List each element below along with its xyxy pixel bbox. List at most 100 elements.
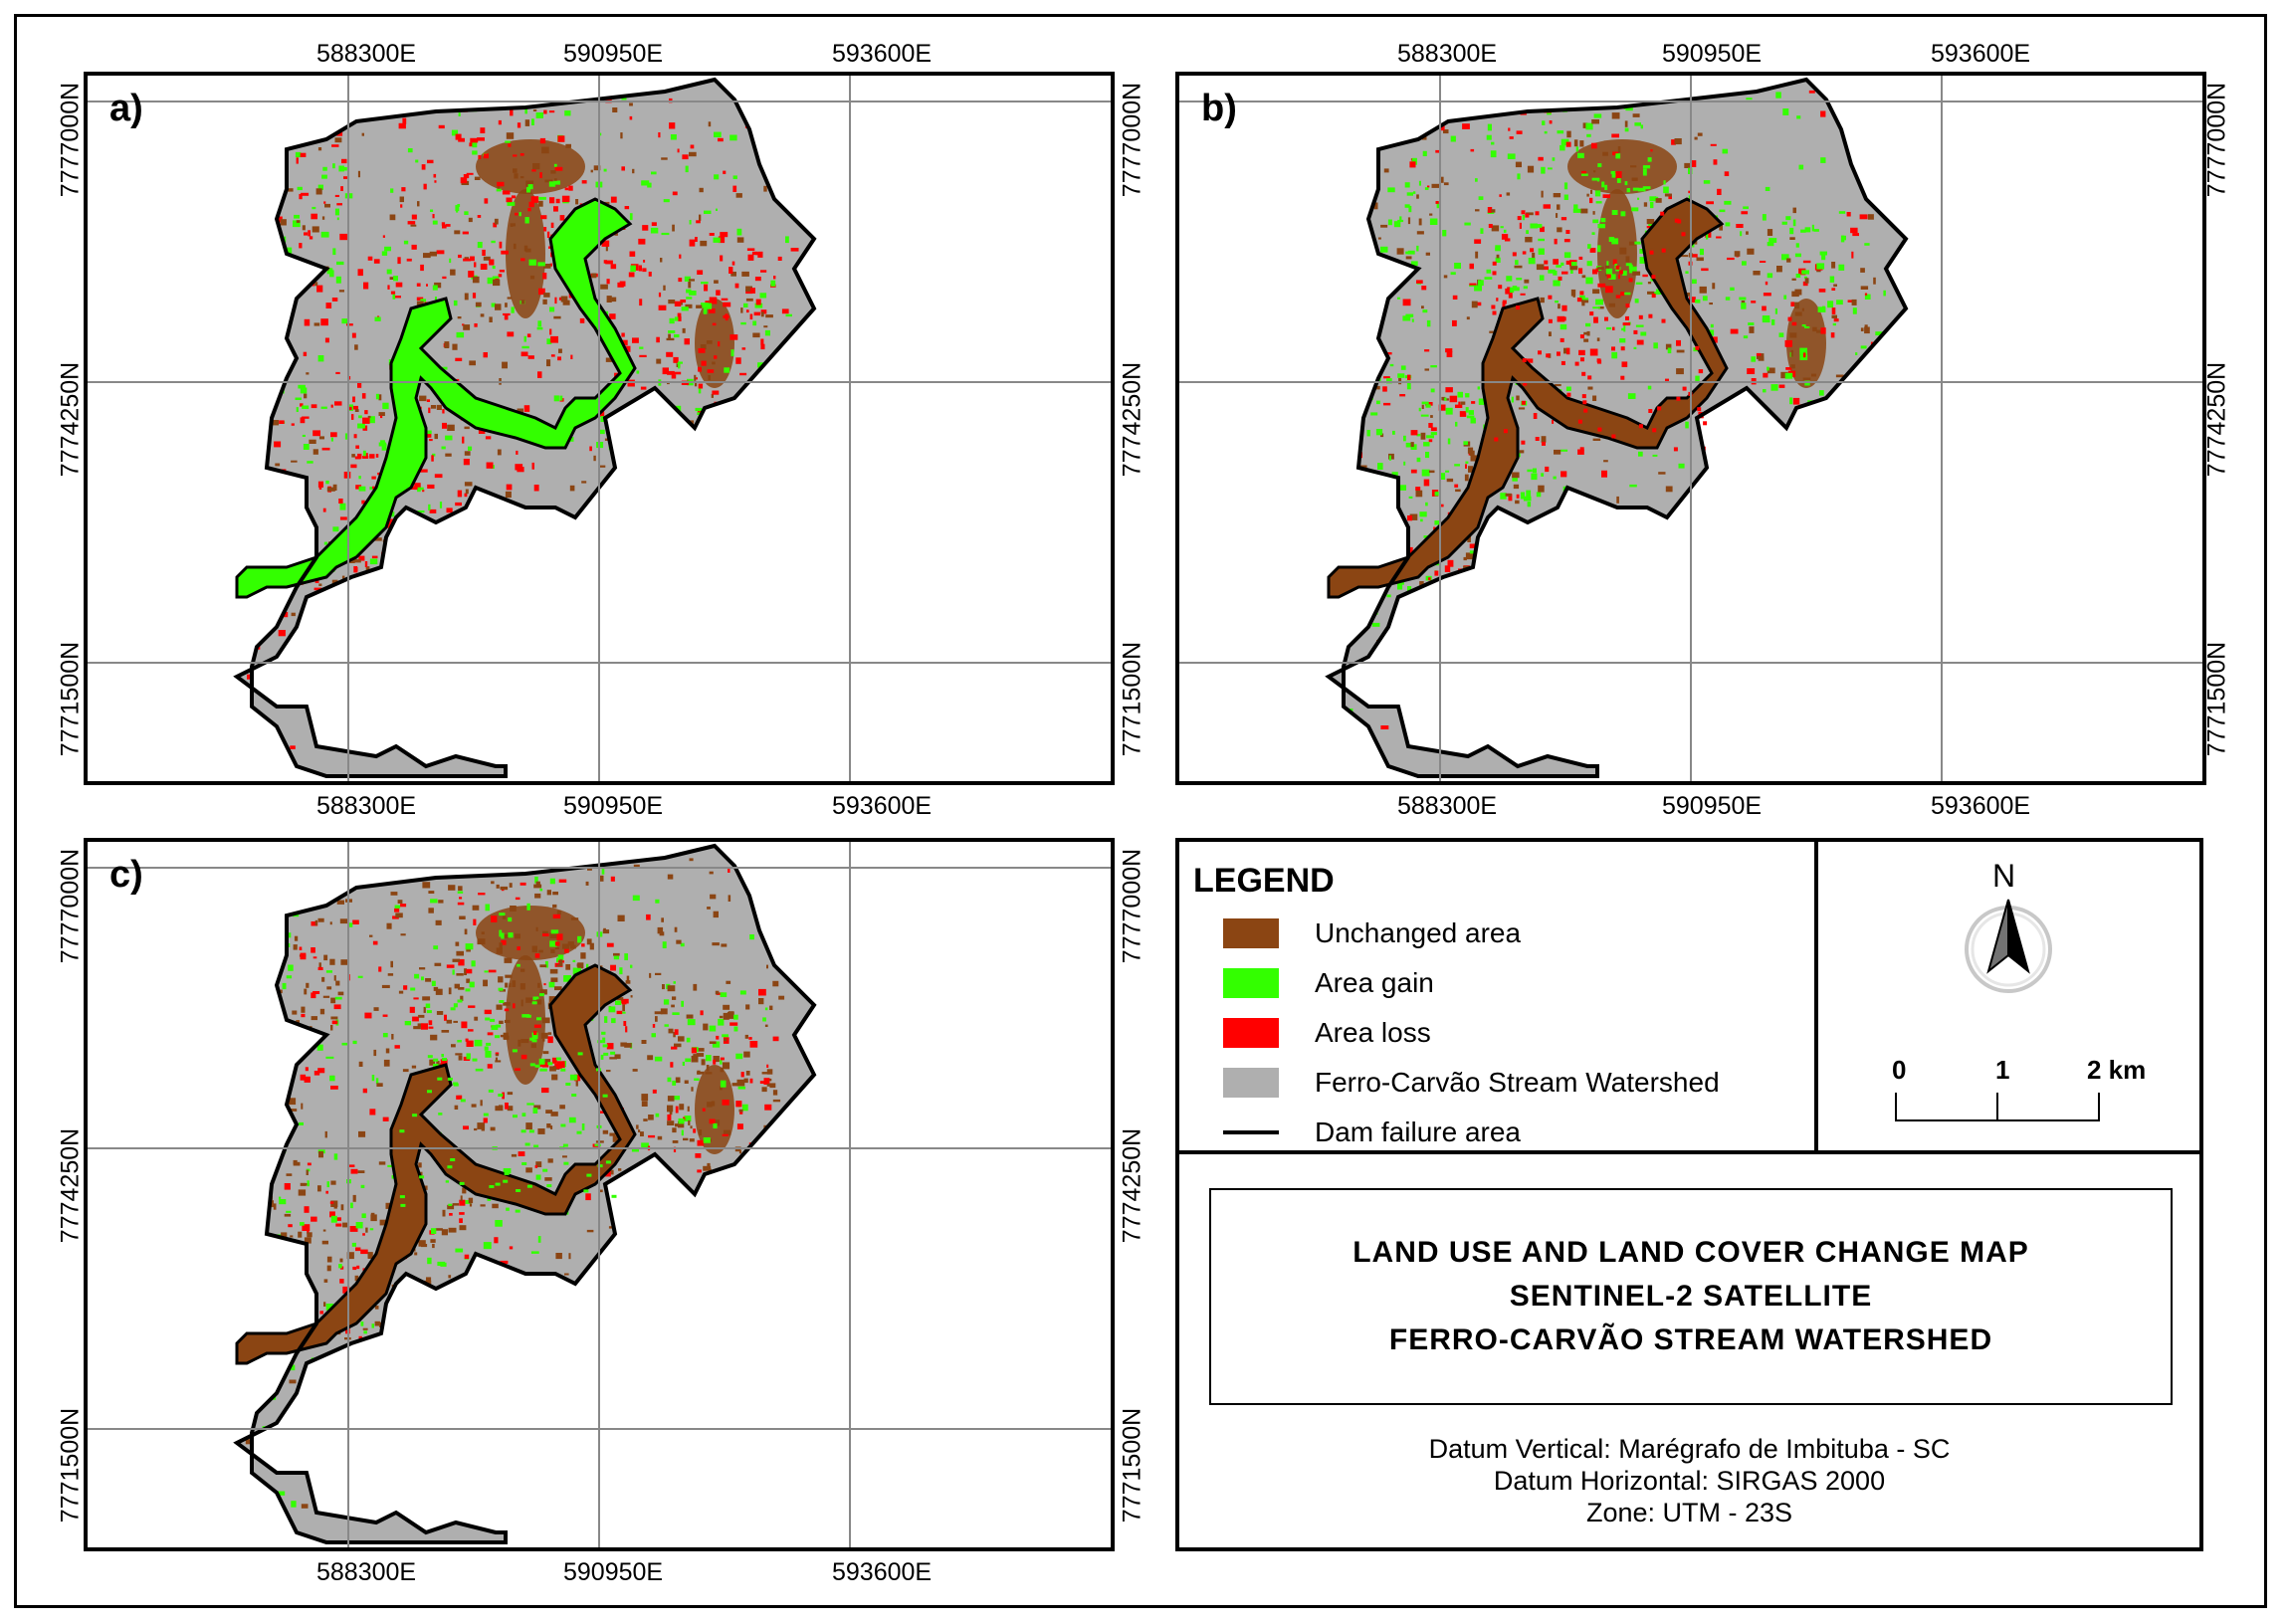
change-pixel <box>532 996 539 1000</box>
change-pixel <box>1563 194 1568 200</box>
change-pixel <box>457 891 464 894</box>
change-pixel <box>1465 393 1470 398</box>
change-pixel <box>1731 407 1737 415</box>
change-pixel <box>338 290 344 293</box>
change-pixel <box>652 1245 658 1251</box>
change-pixel <box>783 710 787 715</box>
change-pixel <box>638 1129 641 1132</box>
change-pixel <box>1711 435 1715 439</box>
change-pixel <box>1560 217 1567 221</box>
change-pixel <box>1676 339 1681 346</box>
change-pixel <box>611 297 617 303</box>
change-pixel <box>416 1407 424 1413</box>
change-pixel <box>1548 167 1553 170</box>
change-pixel <box>606 644 615 648</box>
change-pixel <box>559 215 565 221</box>
change-pixel <box>1864 326 1870 334</box>
change-pixel <box>676 435 682 440</box>
change-pixel <box>636 1249 643 1252</box>
change-pixel <box>1863 472 1871 476</box>
change-pixel <box>550 1125 553 1129</box>
change-pixel <box>1470 417 1476 424</box>
change-pixel <box>1661 248 1666 253</box>
change-pixel <box>671 1417 676 1421</box>
change-pixel <box>1859 214 1868 220</box>
change-pixel <box>361 500 365 505</box>
change-pixel <box>1563 541 1568 547</box>
change-pixel <box>1758 356 1765 361</box>
change-pixel <box>673 1032 676 1038</box>
change-pixel <box>677 148 680 153</box>
change-pixel <box>618 1254 623 1257</box>
change-pixel <box>1362 365 1367 369</box>
change-pixel <box>520 639 524 643</box>
change-pixel <box>238 896 244 902</box>
change-pixel <box>253 470 258 477</box>
change-pixel <box>453 1083 459 1087</box>
change-pixel <box>1606 261 1609 266</box>
change-pixel <box>274 1359 281 1366</box>
change-pixel <box>1740 231 1743 237</box>
change-pixel <box>1471 301 1478 308</box>
change-pixel <box>1334 220 1342 223</box>
change-pixel <box>605 357 614 362</box>
change-pixel <box>259 1065 263 1071</box>
change-pixel <box>672 1127 677 1133</box>
change-pixel <box>1364 189 1372 194</box>
change-pixel <box>383 1059 390 1067</box>
change-pixel <box>1545 667 1553 674</box>
change-pixel <box>399 196 404 203</box>
change-pixel <box>295 682 300 688</box>
change-pixel <box>1789 237 1795 240</box>
change-pixel <box>1591 119 1599 124</box>
change-pixel <box>425 978 432 982</box>
change-pixel <box>532 1108 538 1114</box>
change-pixel <box>586 1173 592 1177</box>
change-pixel <box>445 91 451 96</box>
change-pixel <box>519 212 521 217</box>
change-pixel <box>1592 269 1598 275</box>
change-pixel <box>546 890 551 896</box>
change-pixel <box>1801 307 1804 311</box>
change-pixel <box>504 957 513 963</box>
change-pixel <box>557 135 565 142</box>
change-pixel <box>461 544 469 548</box>
change-pixel <box>485 1051 492 1058</box>
change-pixel <box>1376 532 1382 536</box>
change-pixel <box>464 1496 472 1500</box>
change-pixel <box>538 949 543 953</box>
change-pixel <box>223 1084 230 1090</box>
change-pixel <box>581 481 587 484</box>
change-pixel <box>426 1277 432 1284</box>
change-pixel <box>1783 295 1787 300</box>
change-pixel <box>1338 157 1341 165</box>
change-pixel <box>1342 368 1350 374</box>
change-pixel <box>1478 635 1484 637</box>
change-pixel <box>1443 275 1448 279</box>
change-pixel <box>605 1288 614 1292</box>
change-pixel <box>1712 717 1718 722</box>
change-pixel <box>474 1384 480 1388</box>
change-pixel <box>447 1396 453 1402</box>
change-pixel <box>696 736 701 741</box>
change-pixel <box>619 967 623 975</box>
change-pixel <box>360 1249 368 1255</box>
change-pixel <box>660 258 663 263</box>
change-pixel <box>495 1106 504 1112</box>
change-pixel <box>1563 239 1570 243</box>
change-pixel <box>366 592 372 597</box>
change-pixel <box>549 263 552 267</box>
change-pixel <box>1642 186 1651 190</box>
change-pixel <box>351 414 354 420</box>
change-pixel <box>647 1055 654 1061</box>
change-pixel <box>557 356 561 361</box>
change-pixel <box>686 1037 691 1043</box>
change-pixel <box>1548 295 1553 300</box>
change-pixel <box>428 504 431 510</box>
change-pixel <box>331 1020 338 1025</box>
change-pixel <box>722 1062 730 1070</box>
change-pixel <box>330 1016 338 1020</box>
change-pixel <box>1653 342 1658 349</box>
change-pixel <box>1505 493 1512 497</box>
change-pixel <box>1556 213 1559 218</box>
